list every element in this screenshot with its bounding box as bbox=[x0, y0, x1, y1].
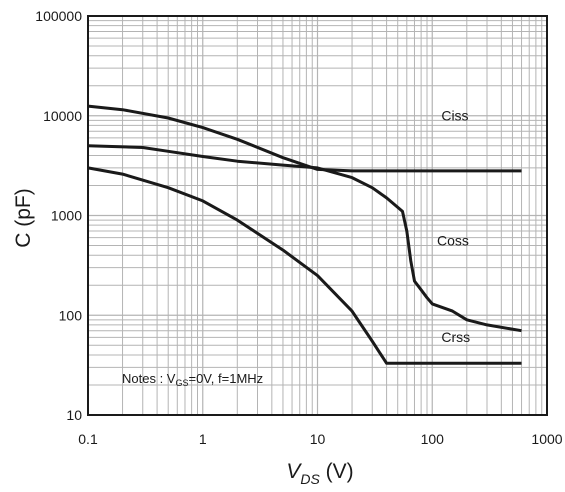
x-tick-label: 10 bbox=[310, 431, 326, 447]
series-label-coss: Coss bbox=[437, 233, 469, 249]
x-tick-label: 100 bbox=[421, 431, 445, 447]
x-tick-label: 0.1 bbox=[78, 431, 98, 447]
series-line-crss bbox=[87, 166, 522, 365]
x-axis-label: VDS (V) bbox=[286, 460, 353, 487]
test-conditions-note: Notes : VGS=0V, f=1MHz bbox=[122, 371, 263, 388]
series-label-ciss: Ciss bbox=[441, 107, 468, 123]
y-tick-label: 1000 bbox=[51, 208, 82, 224]
y-tick-label: 10 bbox=[66, 407, 82, 423]
x-axis-label-sub: DS bbox=[300, 471, 320, 487]
x-axis-label-main: V bbox=[286, 460, 302, 483]
y-tick-labels: 10 100 1000 10000 100000 bbox=[35, 8, 82, 423]
plot-frame bbox=[87, 15, 548, 416]
note-prefix: Notes : V bbox=[122, 371, 176, 386]
y-tick-label: 100000 bbox=[35, 8, 82, 24]
x-tick-labels: 0.1 1 10 100 1000 bbox=[78, 431, 563, 447]
series-line-ciss bbox=[87, 104, 522, 173]
note-suffix: =0V, f=1MHz bbox=[188, 371, 263, 386]
series-line-coss bbox=[87, 144, 522, 333]
y-axis-label: C (pF) bbox=[12, 188, 35, 248]
y-tick-label: 100 bbox=[59, 307, 83, 323]
grid-lines bbox=[87, 16, 547, 416]
series-curves bbox=[87, 104, 522, 365]
x-tick-label: 1000 bbox=[531, 431, 562, 447]
x-axis-label-unit: (V) bbox=[320, 460, 354, 483]
note-subscript: GS bbox=[175, 378, 188, 388]
x-tick-label: 1 bbox=[199, 431, 207, 447]
series-label-crss: Crss bbox=[441, 329, 470, 345]
y-tick-label: 10000 bbox=[43, 108, 82, 124]
